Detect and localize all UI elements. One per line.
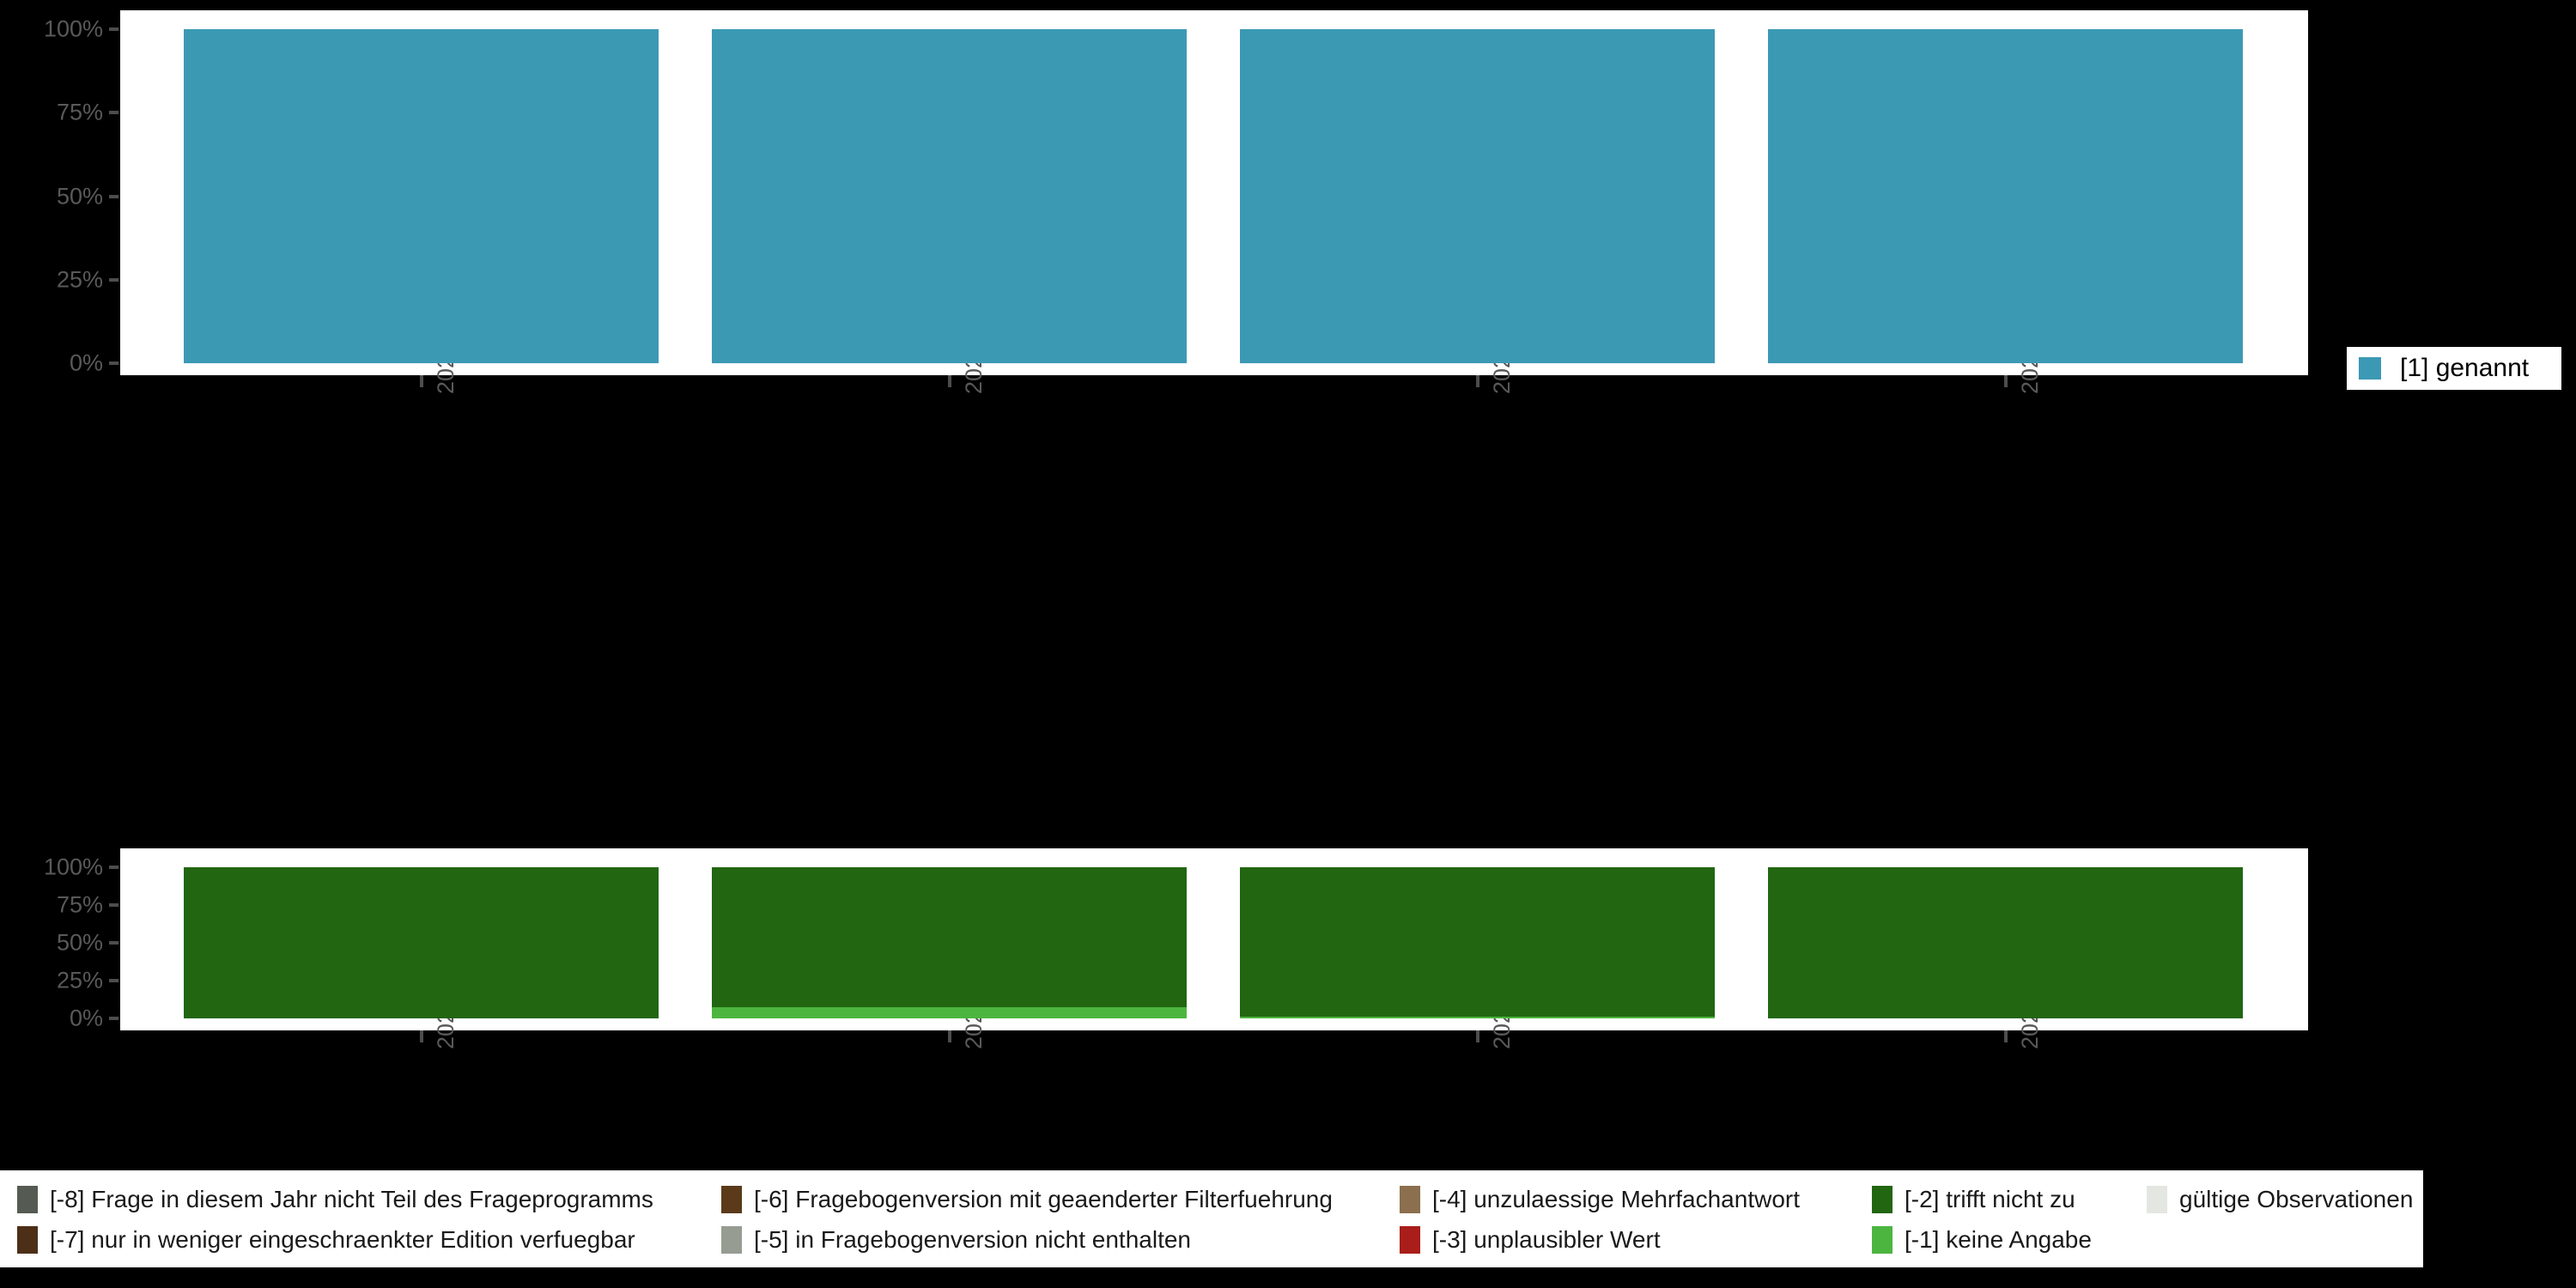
legend-label: [-6] Fragebogenversion mit geaenderter F… [754, 1186, 1333, 1212]
y-axis-tick-label: 100% [43, 15, 103, 42]
y-axis-tick-mark [109, 903, 118, 907]
y-axis-tick-mark [109, 27, 118, 31]
y-axis-tick-mark [109, 194, 118, 198]
y-axis-tick-mark [109, 979, 118, 982]
legend-swatch-genannt [2359, 357, 2381, 380]
y-axis-tick-label: 50% [56, 183, 103, 209]
bar-segment [1239, 29, 1716, 363]
legend-label: [-5] in Fragebogenversion nicht enthalte… [754, 1226, 1191, 1253]
legend-item[interactable]: [-2] trifft nicht zu [1872, 1186, 2075, 1213]
bar-segment [1767, 29, 2244, 363]
x-axis-tick-mark [2003, 375, 2008, 387]
legend-item[interactable]: [-6] Fragebogenversion mit geaenderter F… [721, 1186, 1333, 1213]
legend-label: [-8] Frage in diesem Jahr nicht Teil des… [50, 1186, 653, 1212]
bar-segment [1239, 1017, 1716, 1018]
y-axis-tick-mark [109, 277, 118, 282]
legend-swatch [17, 1226, 38, 1254]
x-axis-tick-mark [947, 375, 951, 387]
bar-segment [711, 867, 1188, 1007]
legend-item[interactable]: gültige Observationen [2147, 1186, 2413, 1213]
bar-segment [1767, 867, 2244, 1018]
legend-bottom[interactable]: [-8] Frage in diesem Jahr nicht Teil des… [0, 1170, 2423, 1267]
bar-segment [711, 1006, 1188, 1018]
legend-item[interactable]: [-8] Frage in diesem Jahr nicht Teil des… [17, 1186, 653, 1213]
legend-label: [-4] unzulaessige Mehrfachantwort [1432, 1186, 1800, 1212]
x-axis-tick-mark [2003, 1030, 2008, 1042]
y-axis-tick-mark [109, 866, 118, 869]
legend-label: [-1] keine Angabe [1905, 1226, 2092, 1253]
legend-swatch [1400, 1226, 1420, 1254]
legend-label: gültige Observationen [2179, 1186, 2414, 1212]
legend-item[interactable]: [-4] unzulaessige Mehrfachantwort [1400, 1186, 1800, 1213]
bar-segment [183, 29, 659, 363]
legend-swatch [1400, 1186, 1420, 1213]
legend-item[interactable]: [-3] unplausibler Wert [1400, 1226, 1661, 1254]
legend-right[interactable]: [1] genannt [2347, 347, 2561, 390]
legend-swatch [721, 1226, 742, 1254]
legend-label-genannt: [1] genannt [2400, 354, 2530, 382]
legend-swatch [17, 1186, 38, 1213]
x-axis-tick-mark [947, 1030, 951, 1042]
y-axis-tick-mark [109, 361, 118, 365]
y-axis-tick-label: 0% [69, 1005, 103, 1031]
x-axis-tick-mark [419, 1030, 423, 1042]
y-axis-tick-label: 75% [56, 99, 103, 125]
legend-swatch [1872, 1186, 1893, 1213]
y-axis-tick-mark [109, 941, 118, 945]
x-axis-tick-mark [1475, 375, 1479, 387]
y-axis-tick-mark [109, 1017, 118, 1020]
bar-segment [711, 29, 1188, 363]
y-axis-tick-label: 75% [56, 891, 103, 918]
y-axis-tick-label: 25% [56, 967, 103, 993]
y-axis-tick-label: 25% [56, 266, 103, 293]
y-axis-tick-label: 0% [69, 349, 103, 376]
legend-label: [-2] trifft nicht zu [1905, 1186, 2075, 1212]
legend-swatch [721, 1186, 742, 1213]
legend-item[interactable]: [-7] nur in weniger eingeschraenkter Edi… [17, 1226, 635, 1254]
y-axis-tick-mark [109, 111, 118, 115]
y-axis-tick-label: 50% [56, 929, 103, 956]
legend-item[interactable]: [-1] keine Angabe [1872, 1226, 2092, 1254]
legend-item[interactable]: [-5] in Fragebogenversion nicht enthalte… [721, 1226, 1191, 1254]
x-axis-tick-mark [1475, 1030, 1479, 1042]
legend-swatch [1872, 1226, 1893, 1254]
legend-swatch [2147, 1186, 2167, 1213]
legend-label: [-7] nur in weniger eingeschraenkter Edi… [50, 1226, 635, 1253]
bar-segment [1239, 867, 1716, 1018]
y-axis-tick-label: 100% [43, 854, 103, 880]
bar-segment [183, 867, 659, 1018]
x-axis-tick-mark [419, 375, 423, 387]
legend-label: [-3] unplausibler Wert [1432, 1226, 1661, 1253]
